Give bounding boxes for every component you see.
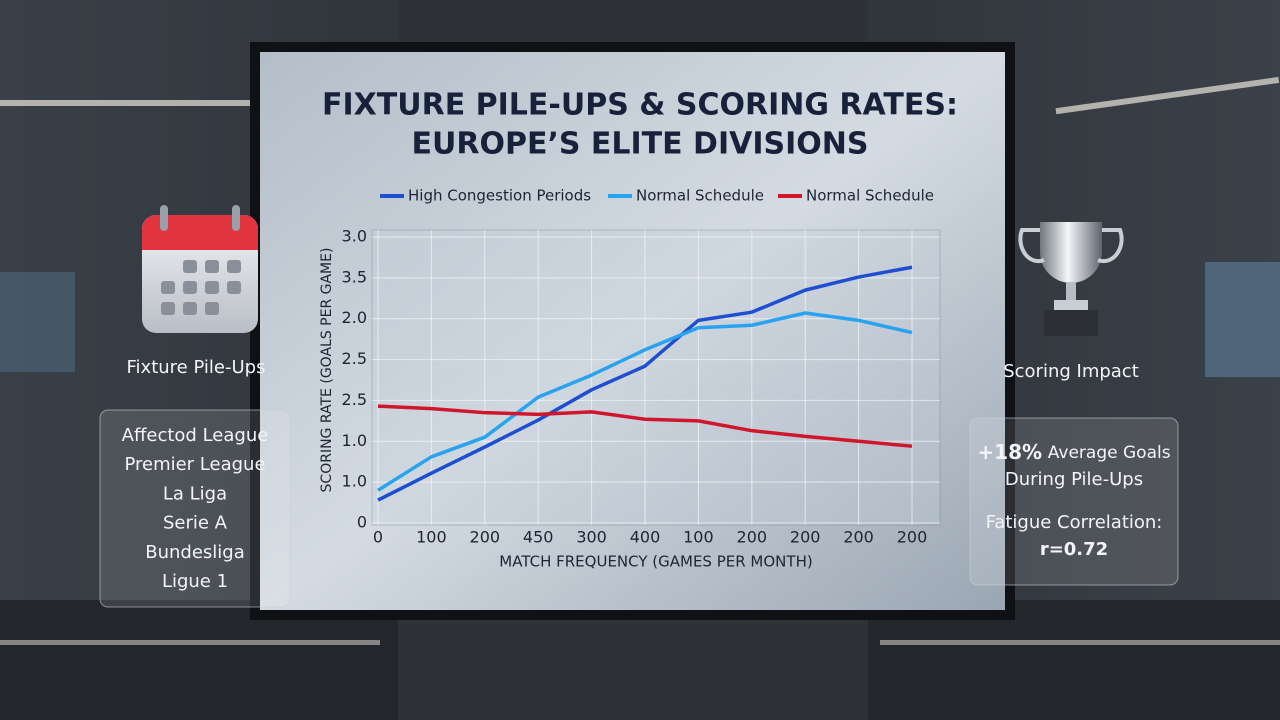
legend-label: Normal Schedule	[636, 187, 764, 205]
monitor-screen	[260, 52, 1005, 610]
ceiling-light	[0, 100, 250, 106]
series-line	[377, 404, 913, 448]
correlation-label: Fatigue Correlation:	[986, 512, 1163, 533]
league-item: La Liga	[163, 483, 227, 504]
impact-box	[969, 417, 1179, 586]
y-tick-label: 0	[357, 513, 367, 532]
panel-label: Scoring Impact	[1003, 361, 1139, 382]
floor-light	[0, 640, 380, 645]
x-axis-label: MATCH FREQUENCY (GAMES PER MONTH)	[499, 553, 812, 571]
wall-screen	[1205, 262, 1280, 377]
calendar-icon	[142, 205, 258, 333]
league-item: Serie A	[163, 513, 228, 534]
x-tick-label: 100	[416, 528, 447, 547]
impact-stat-line: +18% Average Goals	[977, 440, 1170, 464]
x-tick-label: 450	[523, 528, 554, 547]
x-tick-label: 300	[576, 528, 607, 547]
wall-screen	[0, 272, 75, 372]
x-tick-label: 200	[843, 528, 874, 547]
series-line	[377, 311, 913, 492]
y-tick-label: 3.0	[342, 227, 367, 246]
panel-label: Fixture Pile-Ups	[127, 357, 266, 378]
y-tick-label: 2.0	[342, 308, 367, 327]
legend-label: High Congestion Periods	[408, 187, 591, 205]
x-tick-label: 0	[373, 528, 383, 547]
plot-area	[371, 229, 941, 526]
x-tick-label: 100	[683, 528, 714, 547]
league-item: Premier League	[124, 454, 265, 475]
panel-heading: Affectod League	[122, 425, 269, 446]
y-tick-label: 1.0	[342, 472, 367, 491]
x-tick-label: 200	[737, 528, 768, 547]
y-tick-label: 3.5	[342, 267, 367, 286]
y-tick-label: 2.5	[342, 390, 367, 409]
floor-light	[880, 640, 1280, 645]
impact-text: During Pile-Ups	[1005, 469, 1143, 490]
y-axis-label: SCORING RATE (GOALS PER GAME)	[319, 248, 335, 493]
y-tick-label: 1.0	[342, 431, 367, 450]
x-tick-label: 200	[790, 528, 821, 547]
y-tick-label: 2.5	[342, 349, 367, 368]
ceiling-light	[1055, 76, 1280, 115]
correlation-value: r=0.72	[1040, 539, 1108, 560]
league-box	[99, 409, 291, 608]
x-tick-label: 200	[470, 528, 501, 547]
x-tick-label: 200	[897, 528, 928, 547]
impact-stat: +18%	[977, 440, 1042, 464]
chart-title: FIXTURE PILE-UPS & SCORING RATES:	[322, 88, 958, 123]
series-line	[377, 265, 913, 502]
trophy-icon	[1018, 222, 1124, 336]
chart-title: EUROPE’S ELITE DIVISIONS	[412, 127, 869, 162]
legend-label: Normal Schedule	[806, 187, 934, 205]
impact-text: Average Goals	[1048, 443, 1171, 463]
league-item: Ligue 1	[162, 571, 228, 592]
x-tick-label: 400	[630, 528, 661, 547]
league-item: Bundesliga	[145, 542, 245, 563]
